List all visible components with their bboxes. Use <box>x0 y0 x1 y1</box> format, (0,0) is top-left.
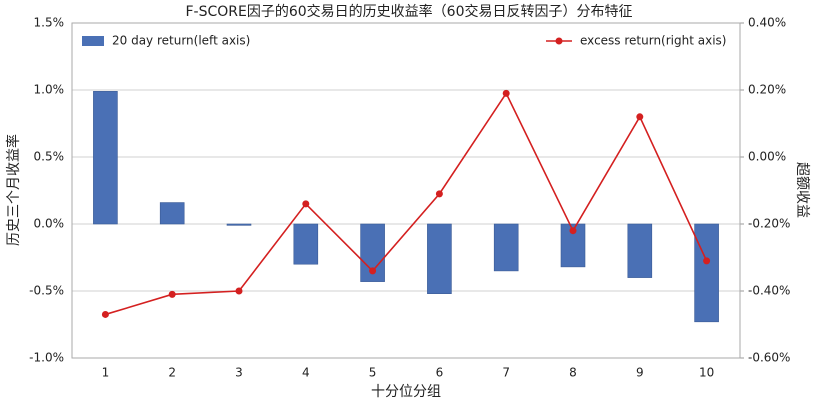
point <box>235 287 243 295</box>
y2-axis-label: 超额收益 <box>794 162 810 218</box>
bar <box>159 202 185 225</box>
x-tick-label: 9 <box>636 366 644 380</box>
plot-frame <box>71 22 741 359</box>
x-tick-label: 6 <box>436 366 444 380</box>
point <box>369 267 377 275</box>
x-tick-label: 4 <box>302 366 310 380</box>
chart-title: F-SCORE因子的60交易日的历史收益率（60交易日反转因子）分布特征 <box>186 3 633 20</box>
y2-tick-label: -0.60% <box>748 351 790 365</box>
x-tick-label: 10 <box>699 366 714 380</box>
y-tick-label: 1.5% <box>34 16 65 30</box>
x-tick-label: 1 <box>102 366 110 380</box>
x-tick-label: 8 <box>569 366 577 380</box>
point <box>101 310 109 318</box>
point <box>569 227 577 235</box>
y-tick-label: -1.0% <box>29 351 64 365</box>
legend-label: 20 day return(left axis) <box>112 34 250 48</box>
x-tick-label: 7 <box>502 366 510 380</box>
point <box>636 113 644 121</box>
x-tick-label: 3 <box>235 366 243 380</box>
point <box>302 200 310 208</box>
y-tick-label: 0.0% <box>34 217 65 231</box>
y-axis-label: 历史三个月收益率 <box>5 134 22 246</box>
y-tick-label: 0.5% <box>34 150 65 164</box>
bar <box>694 223 719 323</box>
bar <box>293 223 319 265</box>
legend-swatch <box>82 36 104 46</box>
bar <box>226 223 252 226</box>
y-tick-label: 1.0% <box>34 83 65 97</box>
y2-tick-label: -0.40% <box>748 284 790 298</box>
bar <box>627 223 653 278</box>
legend-label: excess return(right axis) <box>580 34 726 48</box>
x-tick-label: 5 <box>369 366 377 380</box>
bar <box>93 91 118 225</box>
point <box>168 290 176 298</box>
y-tick-label: -0.5% <box>29 284 64 298</box>
y2-tick-label: 0.00% <box>748 150 786 164</box>
y2-tick-label: 0.40% <box>748 16 786 30</box>
bar <box>427 223 452 294</box>
point <box>435 190 443 198</box>
y2-tick-label: 0.20% <box>748 83 786 97</box>
y2-tick-label: -0.20% <box>748 217 790 231</box>
legend-swatch <box>555 37 563 45</box>
point <box>703 257 711 265</box>
bar <box>493 223 519 272</box>
line <box>105 91 708 316</box>
point <box>502 89 510 97</box>
x-tick-label: 2 <box>168 366 176 380</box>
x-axis-label: 十分位分组 <box>371 384 441 400</box>
